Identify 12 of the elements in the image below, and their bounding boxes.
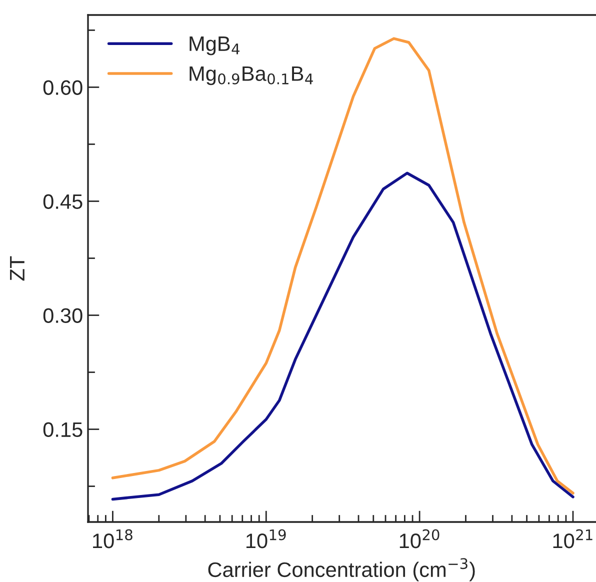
legend-label: Mg$_{0.9}$Ba$_{0.1}$B$_{4}$ — [190, 66, 313, 86]
y-tick-label: 0.15 — [43, 422, 82, 438]
y-tick-label: 0.45 — [43, 194, 82, 209]
x-tick-label: 10$^{19}$ — [246, 529, 286, 548]
x-tick-label: 10$^{21}$ — [553, 529, 592, 548]
legend-label: MgB$_{4}$ — [190, 36, 240, 56]
x-tick-label: 10$^{20}$ — [400, 529, 440, 548]
x-tick-label: 10$^{18}$ — [93, 529, 132, 548]
y-tick-label: 0.30 — [43, 308, 82, 323]
y-tick-label: 0.60 — [43, 80, 82, 95]
y-axis-title: ZT — [10, 256, 24, 281]
x-axis-title: Carrier Concentration (cm$^{−3}$) — [208, 558, 475, 582]
